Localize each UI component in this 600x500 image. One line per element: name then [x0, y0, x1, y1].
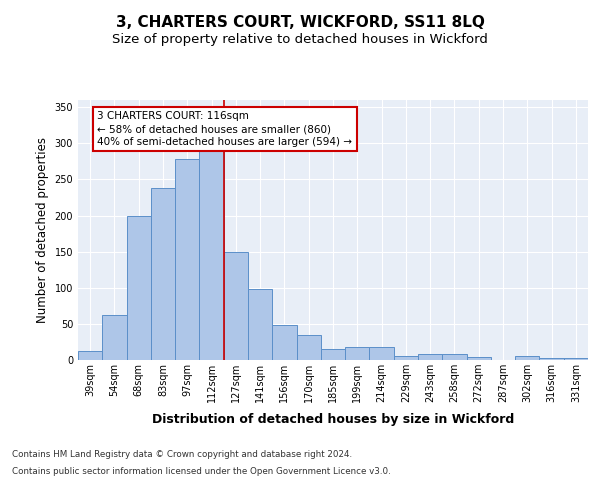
Bar [394, 356, 418, 360]
Text: 3 CHARTERS COURT: 116sqm
← 58% of detached houses are smaller (860)
40% of semi-: 3 CHARTERS COURT: 116sqm ← 58% of detach… [97, 111, 352, 147]
Bar [370, 347, 394, 360]
Bar [345, 347, 370, 360]
Text: Size of property relative to detached houses in Wickford: Size of property relative to detached ho… [112, 32, 488, 46]
Bar [442, 354, 467, 360]
Bar [321, 349, 345, 360]
Bar [151, 188, 175, 360]
Text: 3, CHARTERS COURT, WICKFORD, SS11 8LQ: 3, CHARTERS COURT, WICKFORD, SS11 8LQ [116, 15, 484, 30]
Bar [175, 159, 199, 360]
Bar [102, 314, 127, 360]
Bar [272, 326, 296, 360]
Bar [296, 334, 321, 360]
Y-axis label: Number of detached properties: Number of detached properties [36, 137, 49, 323]
Bar [539, 358, 564, 360]
Bar [127, 216, 151, 360]
Text: Contains HM Land Registry data © Crown copyright and database right 2024.: Contains HM Land Registry data © Crown c… [12, 450, 352, 459]
Bar [78, 352, 102, 360]
Bar [515, 356, 539, 360]
Bar [467, 357, 491, 360]
Bar [224, 252, 248, 360]
Bar [564, 358, 588, 360]
Bar [418, 354, 442, 360]
Text: Distribution of detached houses by size in Wickford: Distribution of detached houses by size … [152, 412, 514, 426]
Bar [248, 289, 272, 360]
Bar [199, 150, 224, 360]
Text: Contains public sector information licensed under the Open Government Licence v3: Contains public sector information licen… [12, 468, 391, 476]
